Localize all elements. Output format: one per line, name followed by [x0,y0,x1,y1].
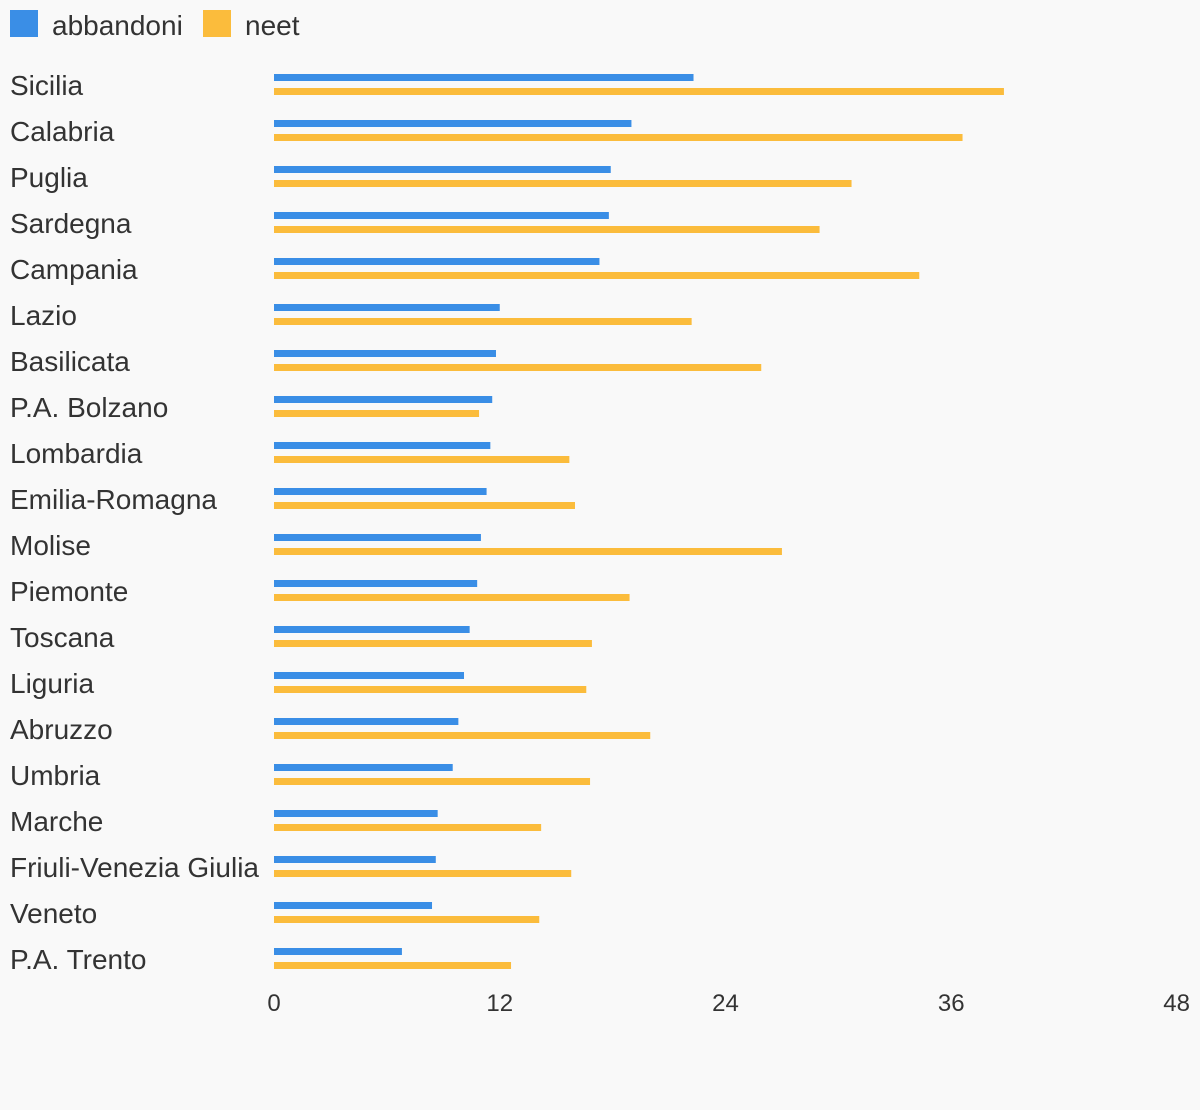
category-label-p-a-bolzano: P.A. Bolzano [10,392,168,423]
bar-neet-p-a-trento [274,962,512,969]
bar-neet-sicilia [274,88,1004,95]
bar-abbandoni-toscana [274,626,470,633]
bar-neet-veneto [274,916,540,923]
category-labels: Sicilia Calabria Puglia Sardegna Campania Laz… [10,70,259,975]
bar-neet-calabria [274,134,963,141]
x-axis-ticks: 0 12 24 36 48 [267,990,1190,1017]
bar-abbandoni-abruzzo [274,718,459,725]
bar-abbandoni-campania [274,258,600,265]
category-label-sicilia: Sicilia [10,70,84,101]
category-label-calabria: Calabria [10,116,115,147]
bar-abbandoni-lombardia [274,442,491,449]
category-label-sardegna: Sardegna [10,208,132,239]
bar-neet-sardegna [274,226,820,233]
bar-neet-lazio [274,318,692,325]
category-label-liguria: Liguria [10,668,94,699]
x-tick-label-36: 36 [938,990,965,1017]
legend-swatch-abbandoni [10,10,38,37]
category-label-toscana: Toscana [10,622,115,653]
bar-abbandoni-lazio [274,304,500,311]
bar-abbandoni-basilicata [274,350,496,357]
x-tick-label-24: 24 [712,990,739,1017]
x-tick-label-48: 48 [1163,990,1190,1017]
bar-abbandoni-marche [274,810,438,817]
bar-neet-friuli-venezia-giulia [274,870,572,877]
bars [274,74,1004,969]
category-label-campania: Campania [10,254,138,285]
category-label-lombardia: Lombardia [10,438,143,469]
bar-abbandoni-liguria [274,672,465,679]
bar-neet-umbria [274,778,591,785]
bar-neet-abruzzo [274,732,651,739]
bar-neet-liguria [274,686,587,693]
bar-abbandoni-calabria [274,120,632,127]
bar-abbandoni-sardegna [274,212,609,219]
category-label-piemonte: Piemonte [10,576,128,607]
bar-neet-marche [274,824,542,831]
bar-abbandoni-friuli-venezia-giulia [274,856,436,863]
bar-abbandoni-p-a-bolzano [274,396,493,403]
bar-neet-lombardia [274,456,570,463]
category-label-lazio: Lazio [10,300,77,331]
category-label-umbria: Umbria [10,760,101,791]
bar-neet-molise [274,548,782,555]
legend-label-neet: neet [245,10,300,41]
x-tick-label-12: 12 [486,990,513,1017]
bar-neet-p-a-bolzano [274,410,480,417]
bar-abbandoni-umbria [274,764,453,771]
bar-abbandoni-veneto [274,902,433,909]
legend-label-abbandoni: abbandoni [52,10,183,41]
bar-abbandoni-piemonte [274,580,478,587]
bar-abbandoni-p-a-trento [274,948,402,955]
category-label-p-a-trento: P.A. Trento [10,944,146,975]
category-label-puglia: Puglia [10,162,88,193]
category-label-molise: Molise [10,530,91,561]
bar-neet-emilia-romagna [274,502,575,509]
category-label-friuli-venezia-giulia: Friuli-Venezia Giulia [10,852,259,883]
bar-neet-piemonte [274,594,630,601]
category-label-basilicata: Basilicata [10,346,130,377]
category-label-abruzzo: Abruzzo [10,714,113,745]
bar-abbandoni-emilia-romagna [274,488,487,495]
legend: abbandoni neet [10,10,300,41]
bar-neet-puglia [274,180,852,187]
bar-neet-campania [274,272,920,279]
category-label-marche: Marche [10,806,103,837]
bar-neet-basilicata [274,364,762,371]
category-label-veneto: Veneto [10,898,97,929]
bar-abbandoni-sicilia [274,74,694,81]
legend-swatch-neet [203,10,231,37]
bar-neet-toscana [274,640,592,647]
bar-abbandoni-molise [274,534,481,541]
x-tick-label-0: 0 [267,990,280,1017]
category-label-emilia-romagna: Emilia-Romagna [10,484,217,515]
bar-abbandoni-puglia [274,166,611,173]
